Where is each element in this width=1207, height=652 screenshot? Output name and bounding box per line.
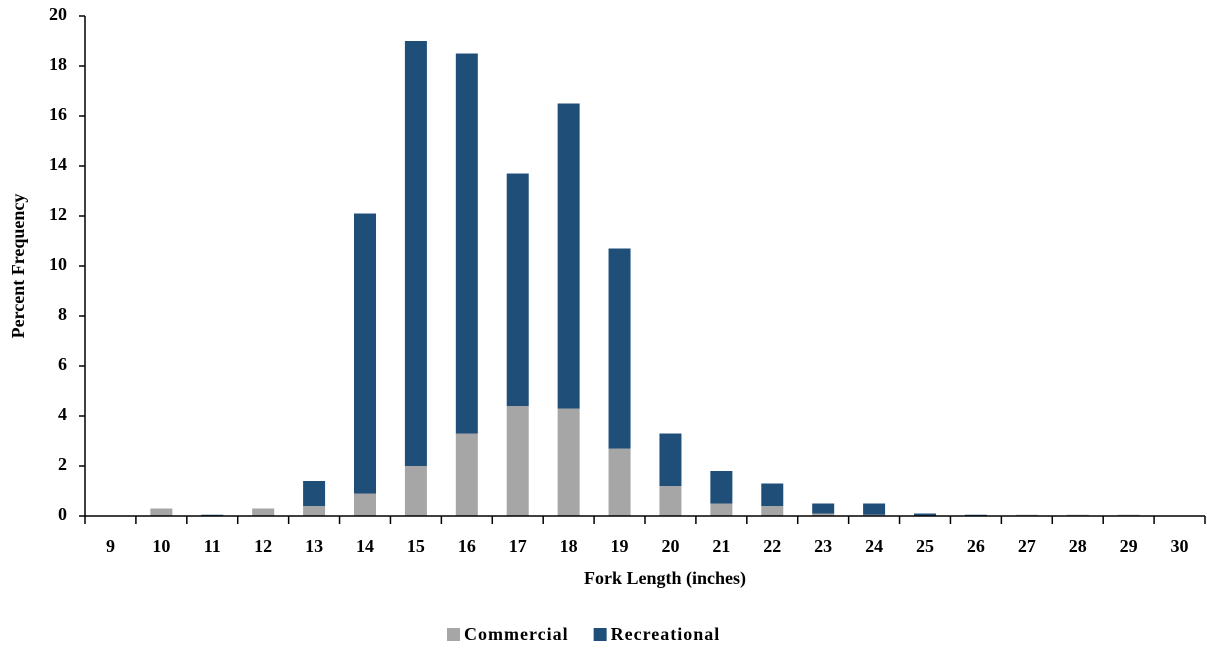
y-tick-label: 10	[49, 254, 67, 274]
x-tick-label: 19	[611, 536, 629, 556]
x-tick-label: 24	[865, 536, 883, 556]
legend-label: Commercial	[464, 624, 569, 644]
x-tick-label: 28	[1069, 536, 1087, 556]
bar-segment	[863, 503, 886, 515]
bar-segment	[303, 506, 326, 516]
x-axis-label: Fork Length (inches)	[584, 568, 746, 589]
bar-segment	[761, 483, 784, 506]
x-tick-label: 11	[204, 536, 221, 556]
x-tick-label: 9	[106, 536, 115, 556]
bar-segment	[354, 493, 376, 516]
bar-segment	[608, 248, 631, 449]
x-tick-label: 22	[763, 536, 781, 556]
x-tick-label: 18	[560, 536, 578, 556]
x-tick-label: 29	[1120, 536, 1138, 556]
y-tick-label: 14	[49, 154, 67, 174]
bar-segment	[455, 53, 478, 434]
bar-segment	[812, 503, 835, 514]
bar-segment	[557, 103, 580, 409]
y-tick-label: 2	[58, 454, 67, 474]
x-tick-label: 30	[1171, 536, 1189, 556]
legend-label: Recreational	[611, 624, 721, 644]
bar-segment	[608, 448, 631, 516]
bar-segment	[354, 213, 376, 494]
x-tick-label: 20	[661, 536, 679, 556]
x-tick-label: 16	[458, 536, 476, 556]
bar-segment	[150, 508, 173, 516]
x-tick-label: 23	[814, 536, 832, 556]
y-tick-label: 8	[58, 304, 67, 324]
legend-swatch	[447, 628, 460, 641]
legend-swatch	[593, 628, 607, 641]
y-tick-label: 4	[58, 404, 67, 424]
x-tick-label: 25	[916, 536, 934, 556]
bar-segment	[404, 466, 427, 516]
bar-segment	[252, 508, 275, 516]
bar-segment	[506, 406, 529, 516]
bar-segment	[455, 433, 478, 516]
x-tick-label: 26	[967, 536, 985, 556]
bar-segment	[557, 408, 580, 516]
bar-segment	[914, 513, 936, 516]
y-tick-label: 16	[49, 104, 67, 124]
bar-segment	[659, 486, 682, 516]
x-tick-label: 14	[356, 536, 374, 556]
y-tick-label: 12	[49, 204, 67, 224]
bar-segment	[710, 471, 733, 504]
bar-segment	[659, 433, 682, 486]
y-tick-label: 20	[49, 4, 67, 24]
bar-segment	[710, 503, 733, 516]
x-tick-label: 27	[1018, 536, 1036, 556]
bar-segment	[506, 173, 529, 406]
y-tick-label: 18	[49, 54, 67, 74]
x-tick-label: 10	[152, 536, 170, 556]
bar-segment	[303, 481, 326, 506]
x-tick-label: 15	[407, 536, 425, 556]
x-tick-label: 21	[712, 536, 730, 556]
bar-segment	[404, 41, 427, 466]
y-tick-label: 0	[58, 504, 67, 524]
y-tick-label: 6	[58, 354, 67, 374]
x-tick-label: 12	[254, 536, 272, 556]
x-tick-label: 13	[305, 536, 323, 556]
x-tick-label: 17	[509, 536, 527, 556]
bar-segment	[761, 506, 784, 516]
bar-segment	[812, 513, 835, 516]
y-axis-label: Percent Frequency	[8, 194, 28, 339]
